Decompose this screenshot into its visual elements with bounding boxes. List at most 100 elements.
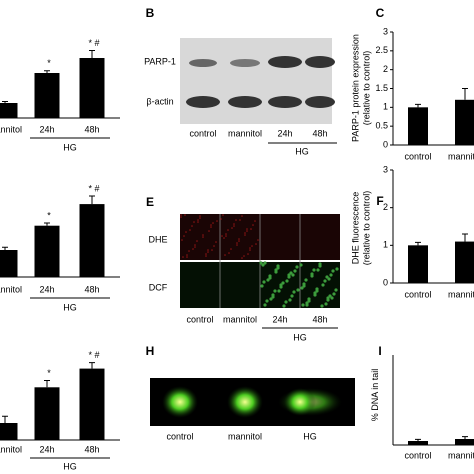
y-tick-label: 1.5 xyxy=(375,83,388,93)
x-tick-label: mannitol xyxy=(448,450,474,460)
y-tick-label: 2.5 xyxy=(375,45,388,55)
lane-label: 24h xyxy=(277,128,292,138)
y-tick-label: 0 xyxy=(383,277,388,287)
significance-mark: * xyxy=(47,210,51,220)
bar xyxy=(34,225,60,277)
row-label: DHE xyxy=(148,234,167,244)
error-bar xyxy=(89,362,95,369)
bar xyxy=(34,73,60,118)
y-axis-label: PARP-1 protein expression(relative to co… xyxy=(351,34,372,142)
error-bar xyxy=(44,70,50,73)
panel-letter: B xyxy=(146,6,155,20)
significance-mark: * # xyxy=(88,38,99,48)
bar xyxy=(34,387,60,440)
x-tick-label: mannitol xyxy=(448,151,474,161)
lane-label: 48h xyxy=(312,314,327,324)
row-label: PARP-1 xyxy=(144,56,176,66)
x-tick-label: 24h xyxy=(39,444,54,454)
x-tick-label: mannitol xyxy=(448,289,474,299)
significance-mark: * xyxy=(47,58,51,68)
error-bar xyxy=(89,195,95,205)
group-label: HG xyxy=(63,461,77,471)
panel-letter: I xyxy=(378,344,381,358)
error-bar xyxy=(462,233,468,242)
panel-letter: H xyxy=(146,344,155,358)
y-axis-label-line: % DNA in tail xyxy=(370,369,380,422)
significance-mark: * # xyxy=(88,183,99,193)
significance-mark: * xyxy=(47,368,51,378)
lane-label: 24h xyxy=(272,314,287,324)
error-bar xyxy=(44,380,50,388)
comet-images xyxy=(150,378,355,426)
y-tick-label: 3 xyxy=(383,164,388,174)
error-bar xyxy=(415,103,421,108)
y-tick-label: 0.5 xyxy=(375,121,388,131)
bar xyxy=(79,58,105,118)
y-axis-label-line: PARP-1 protein expression xyxy=(351,34,361,142)
y-tick-label: 1 xyxy=(383,102,388,112)
y-tick-label: 2 xyxy=(383,202,388,212)
x-tick-label: 24h xyxy=(39,284,54,294)
lane-label: mannitol xyxy=(228,128,262,138)
y-tick-label: 1 xyxy=(383,240,388,250)
x-tick-label: control xyxy=(404,289,431,299)
bar xyxy=(455,99,474,145)
x-tick-label: mannitol xyxy=(0,444,22,454)
y-tick-label: 2 xyxy=(383,64,388,74)
bar xyxy=(79,368,105,440)
error-bar xyxy=(44,222,50,226)
lane-label: control xyxy=(186,314,213,324)
lane-label: control xyxy=(189,128,216,138)
error-bar xyxy=(462,88,468,100)
error-bar xyxy=(2,415,8,423)
blot-frame xyxy=(180,38,332,124)
bar xyxy=(0,103,18,118)
lane-label: mannitol xyxy=(228,431,262,441)
x-tick-label: 48h xyxy=(84,284,99,294)
y-axis-label-line: (relative to control) xyxy=(362,51,372,126)
x-tick-label: 48h xyxy=(84,124,99,134)
row-label: DCF xyxy=(149,282,168,292)
error-bar xyxy=(462,436,468,439)
panel-letter: C xyxy=(376,6,385,20)
bar xyxy=(408,441,428,445)
bar xyxy=(0,423,18,440)
panel-letter: F xyxy=(376,194,383,208)
y-axis-label-line: DHE fluorescence xyxy=(351,192,361,265)
lane-label: control xyxy=(166,431,193,441)
blot-bands xyxy=(186,56,335,108)
group-label: HG xyxy=(63,142,77,152)
x-tick-label: control xyxy=(404,450,431,460)
row-label: β-actin xyxy=(146,96,173,106)
group-label: HG xyxy=(63,302,77,312)
y-axis-label: DHE fluorescence(relative to control) xyxy=(351,191,372,266)
y-axis-label: % DNA in tail xyxy=(370,369,380,422)
error-bar xyxy=(2,246,8,250)
group-label: HG xyxy=(295,146,309,156)
error-bar xyxy=(2,101,8,103)
significance-mark: * # xyxy=(88,350,99,360)
error-bar xyxy=(89,50,95,58)
lane-label: HG xyxy=(303,431,317,441)
bar xyxy=(455,439,474,445)
bar xyxy=(79,204,105,277)
error-bar xyxy=(415,438,421,441)
group-label: HG xyxy=(293,332,307,342)
lane-label: 48h xyxy=(312,128,327,138)
x-tick-label: 48h xyxy=(84,444,99,454)
y-tick-label: 3 xyxy=(383,26,388,36)
y-axis-label-line: (relative to control) xyxy=(362,191,372,266)
x-tick-label: mannitol xyxy=(0,124,22,134)
x-tick-label: 24h xyxy=(39,124,54,134)
lane-label: mannitol xyxy=(223,314,257,324)
x-tick-label: control xyxy=(404,151,431,161)
y-tick-label: 0 xyxy=(383,139,388,149)
fluorescence-images xyxy=(180,214,340,308)
bar xyxy=(455,241,474,283)
bar xyxy=(408,107,428,145)
x-tick-label: mannitol xyxy=(0,284,22,294)
bar xyxy=(408,245,428,283)
error-bar xyxy=(415,241,421,246)
panel-letter: E xyxy=(146,195,154,209)
